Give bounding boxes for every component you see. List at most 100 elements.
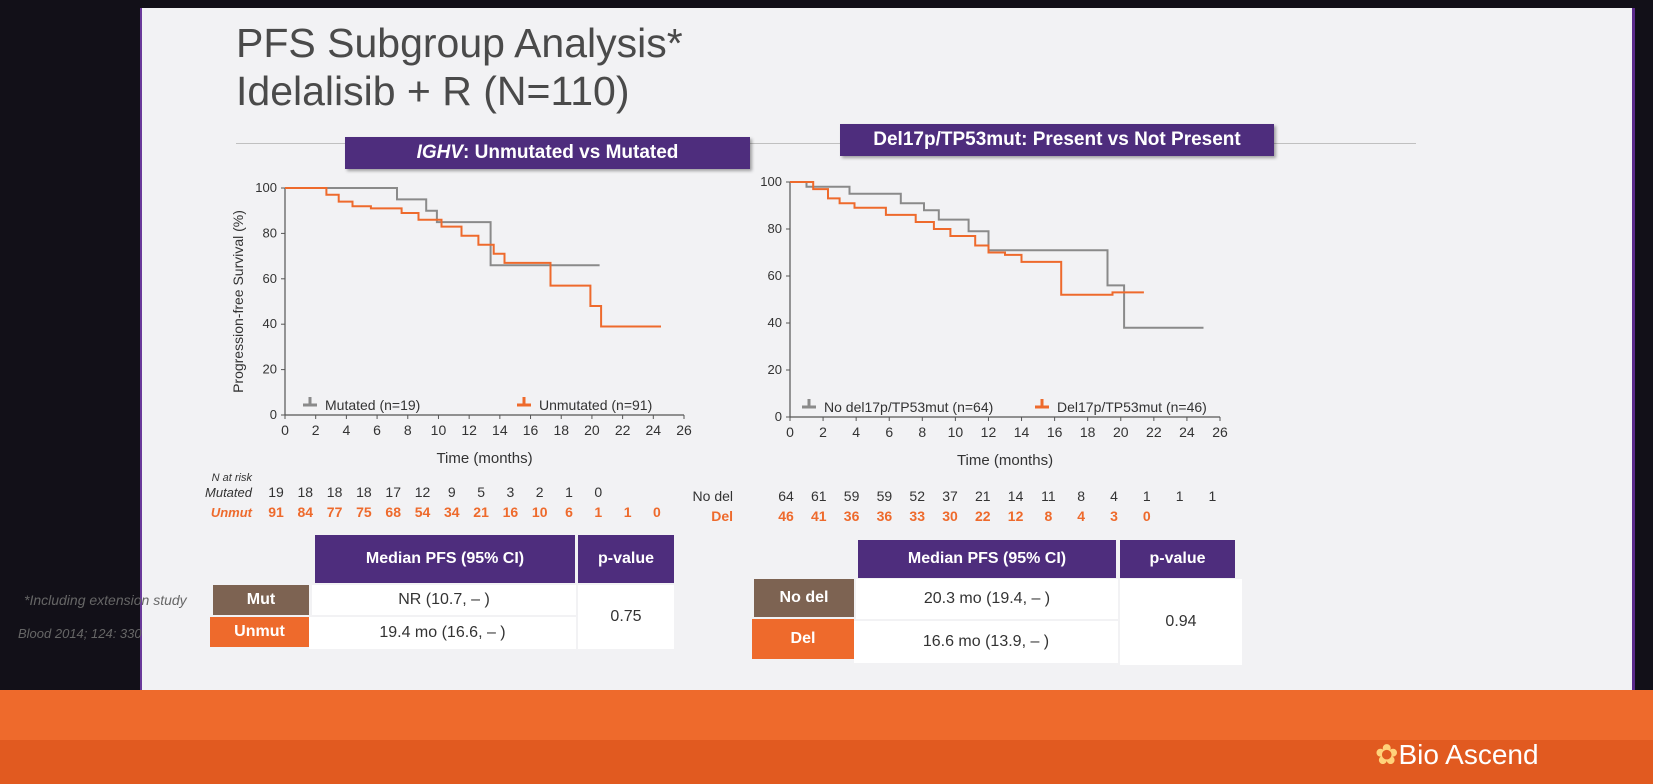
chart1-risk-value: 54 [415,504,431,520]
chart1-x-tick-label: 16 [523,422,539,438]
chart1-risk-value: 18 [356,484,372,500]
chart2-risk-row-label: Del [711,508,733,524]
chart2-x-tick-label: 10 [948,424,964,440]
chart2-risk-value: 14 [1008,488,1024,504]
chart2-x-tick-label: 4 [852,424,860,440]
chart1-risk-value: 0 [653,504,661,520]
chart1-x-tick-label: 6 [373,422,381,438]
table1-row-label-mut: Mut [213,585,309,615]
table2-header-pvalue: p-value [1120,540,1235,578]
footnote-citation: Blood 2014; 124: 330 [18,626,142,641]
chart1-risk-value: 91 [268,504,284,520]
chart1-header-rest: : Unmutated vs Mutated [463,142,679,163]
chart2-risk-value: 22 [975,508,991,524]
chart1-legend-label: Unmutated (n=91) [539,397,652,413]
chart1-x-tick-label: 26 [676,422,692,438]
chart2-risk-value: 61 [811,488,827,504]
footnote-extension: *Including extension study [24,592,187,608]
table1-pvalue: 0.75 [578,585,674,649]
chart2-risk-value: 1 [1176,488,1184,504]
chart2-x-tick-label: 26 [1212,424,1228,440]
chart2-risk-value: 59 [844,488,860,504]
chart1-risk-value: 18 [298,484,314,500]
brand-logo-text: Bio Ascend [1398,739,1539,770]
chart1-risk-value: 9 [448,484,456,500]
chart2-risk-value: 36 [844,508,860,524]
chart2-x-tick-label: 16 [1047,424,1063,440]
table2-median-del: 16.6 mo (13.9, – ) [854,621,1118,663]
chart1-y-tick-label: 0 [270,407,277,422]
chart1-y-tick-label: 100 [255,180,277,195]
chart1-x-tick-label: 14 [492,422,508,438]
chart2-y-tick-label: 0 [775,409,782,424]
chart1-x-tick-label: 12 [461,422,477,438]
chart1-risk-value: 68 [385,504,401,520]
chart2-legend-label: No del17p/TP53mut (n=64) [824,399,993,415]
chart2-x-tick-label: 18 [1080,424,1096,440]
chart2-y-tick-label: 80 [768,221,782,236]
chart2-x-tick-label: 12 [981,424,997,440]
chart1-risk-value: 21 [473,504,489,520]
chart1-y-axis-label: Progression-free Survival (%) [230,210,246,393]
slide-subtitle: Idelalisib + R (N=110) [236,68,630,114]
chart1-risk-value: 18 [327,484,343,500]
chart2-risk-value: 0 [1143,508,1151,524]
table1-median-mut: NR (10.7, – ) [312,585,576,615]
chart2-risk-value: 11 [1041,488,1056,504]
table2-median-nodel: 20.3 mo (19.4, – ) [856,579,1118,619]
table2-pvalue: 0.94 [1120,579,1242,665]
chart2-x-tick-label: 6 [885,424,893,440]
chart2-y-tick-label: 20 [768,362,782,377]
table1-header-median: Median PFS (95% CI) [315,535,575,583]
chart1-x-tick-label: 10 [431,422,447,438]
chart1-risk-value: 1 [624,504,632,520]
chart1-header-italic: IGHV [416,142,464,163]
slide-title: PFS Subgroup Analysis* [236,20,683,66]
chart2-x-tick-label: 20 [1113,424,1129,440]
chart1-risk-value: 19 [268,484,284,500]
chart2-risk-value: 1 [1209,488,1217,504]
table1-header-pvalue: p-value [578,535,674,583]
chart1-risk-value: 16 [503,504,519,520]
chart1-risk-value: 1 [594,504,602,520]
chart1-risk-value: 3 [507,484,515,500]
chart2-risk-value: 4 [1110,488,1118,504]
chart2-x-tick-label: 14 [1014,424,1030,440]
chart2-risk-value: 37 [942,488,958,504]
chart2-risk-value: 8 [1045,508,1053,524]
chart1-risk-value: 5 [477,484,485,500]
chart2-x-tick-label: 22 [1146,424,1162,440]
title-divider [236,143,1416,144]
chart1-x-tick-label: 0 [281,422,289,438]
chart2-series-b-line [790,181,1144,296]
chart2-risk-value: 4 [1077,508,1085,524]
chart1-risk-value: 77 [327,504,343,520]
chart2-x-tick-label: 2 [819,424,827,440]
chart1-x-tick-label: 20 [584,422,600,438]
chart2-risk-row-label: No del [693,488,733,504]
chart1-series-a-line [285,187,600,267]
chart2-risk-value: 30 [942,508,958,524]
chart1-y-tick-label: 80 [263,225,277,240]
chart1-risk-heading: N at risk [212,472,253,484]
chart2-risk-value: 41 [811,508,827,524]
table2-row-label-nodel: No del [754,579,854,617]
chart1-y-tick-label: 60 [263,271,277,286]
chart2-risk-value: 1 [1143,488,1151,504]
chart1-header: IGHV: Unmutated vs Mutated [345,137,750,169]
chart2-risk-value: 33 [909,508,925,524]
chart2-risk-value: 64 [778,488,794,504]
chart1-y-tick-label: 20 [263,362,277,377]
chart2-x-tick-label: 0 [786,424,794,440]
table1-row-label-unmut: Unmut [210,617,309,647]
chart1-x-tick-label: 8 [404,422,412,438]
chart1-risk-value: 17 [385,484,401,500]
chart2-risk-value: 52 [909,488,925,504]
chart1-x-tick-label: 2 [312,422,320,438]
table2-row-label-del: Del [752,619,854,659]
chart1-x-tick-label: 4 [342,422,350,438]
chart1-x-axis-label: Time (months) [436,450,532,467]
footer-bar-lower [0,740,1653,784]
